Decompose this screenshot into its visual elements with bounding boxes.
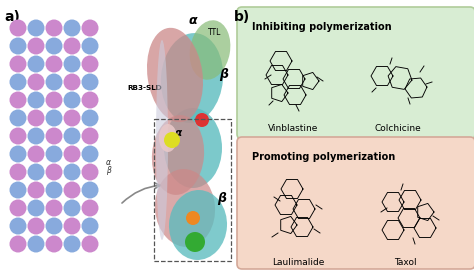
Circle shape: [82, 110, 99, 126]
Circle shape: [9, 128, 27, 144]
Text: RB3-SLD: RB3-SLD: [127, 85, 162, 91]
Circle shape: [64, 199, 81, 217]
Text: Promoting polymerization: Promoting polymerization: [252, 152, 395, 162]
Circle shape: [82, 146, 99, 162]
Circle shape: [82, 91, 99, 109]
Circle shape: [46, 91, 63, 109]
Circle shape: [46, 236, 63, 252]
Circle shape: [82, 236, 99, 252]
Circle shape: [46, 73, 63, 91]
Circle shape: [27, 91, 45, 109]
Circle shape: [82, 163, 99, 181]
Text: Inhibiting polymerization: Inhibiting polymerization: [252, 22, 392, 32]
Text: α: α: [174, 128, 182, 138]
Circle shape: [27, 73, 45, 91]
Text: β: β: [219, 68, 228, 81]
Circle shape: [27, 236, 45, 252]
Circle shape: [27, 199, 45, 217]
Circle shape: [9, 236, 27, 252]
Circle shape: [64, 163, 81, 181]
Text: Colchicine: Colchicine: [374, 124, 421, 133]
Ellipse shape: [152, 115, 204, 195]
Text: b): b): [234, 10, 250, 24]
Circle shape: [27, 55, 45, 73]
Circle shape: [46, 218, 63, 234]
Circle shape: [64, 73, 81, 91]
Circle shape: [46, 128, 63, 144]
Text: α: α: [106, 158, 111, 167]
Circle shape: [9, 218, 27, 234]
Circle shape: [27, 128, 45, 144]
Circle shape: [64, 20, 81, 36]
Circle shape: [9, 163, 27, 181]
Circle shape: [64, 91, 81, 109]
Circle shape: [164, 132, 180, 148]
Circle shape: [82, 181, 99, 199]
Circle shape: [186, 211, 200, 225]
Text: β: β: [218, 192, 227, 205]
Circle shape: [82, 218, 99, 234]
Circle shape: [64, 181, 81, 199]
Circle shape: [9, 38, 27, 54]
Ellipse shape: [164, 108, 222, 188]
Ellipse shape: [161, 33, 223, 123]
Circle shape: [64, 55, 81, 73]
Circle shape: [46, 38, 63, 54]
Circle shape: [64, 38, 81, 54]
Circle shape: [64, 128, 81, 144]
Circle shape: [46, 163, 63, 181]
Circle shape: [46, 110, 63, 126]
Text: a): a): [4, 10, 20, 24]
Ellipse shape: [147, 28, 203, 122]
Text: Laulimalide: Laulimalide: [272, 258, 324, 267]
Circle shape: [27, 110, 45, 126]
Circle shape: [82, 38, 99, 54]
Circle shape: [9, 55, 27, 73]
Circle shape: [64, 236, 81, 252]
Circle shape: [82, 55, 99, 73]
Circle shape: [82, 73, 99, 91]
Ellipse shape: [169, 190, 227, 260]
Circle shape: [27, 218, 45, 234]
Circle shape: [64, 146, 81, 162]
Circle shape: [46, 181, 63, 199]
Circle shape: [82, 199, 99, 217]
Circle shape: [27, 181, 45, 199]
FancyBboxPatch shape: [237, 137, 474, 269]
Text: α: α: [189, 14, 197, 27]
Circle shape: [9, 199, 27, 217]
Circle shape: [27, 146, 45, 162]
Ellipse shape: [159, 124, 177, 152]
Text: Taxol: Taxol: [394, 258, 416, 267]
Circle shape: [27, 163, 45, 181]
Ellipse shape: [156, 40, 168, 240]
Circle shape: [46, 55, 63, 73]
Circle shape: [64, 218, 81, 234]
Circle shape: [27, 38, 45, 54]
FancyBboxPatch shape: [237, 7, 474, 139]
Circle shape: [64, 110, 81, 126]
Text: β: β: [106, 166, 111, 175]
Circle shape: [46, 146, 63, 162]
Circle shape: [46, 199, 63, 217]
Ellipse shape: [155, 169, 215, 247]
Circle shape: [9, 146, 27, 162]
Circle shape: [27, 20, 45, 36]
Ellipse shape: [190, 20, 230, 80]
Circle shape: [9, 181, 27, 199]
Circle shape: [9, 20, 27, 36]
Circle shape: [82, 20, 99, 36]
Text: Vinblastine: Vinblastine: [268, 124, 318, 133]
Circle shape: [82, 128, 99, 144]
Circle shape: [195, 113, 209, 127]
Circle shape: [9, 73, 27, 91]
Circle shape: [46, 20, 63, 36]
Circle shape: [9, 91, 27, 109]
Circle shape: [9, 110, 27, 126]
Text: TTL: TTL: [208, 28, 222, 37]
Circle shape: [185, 232, 205, 252]
